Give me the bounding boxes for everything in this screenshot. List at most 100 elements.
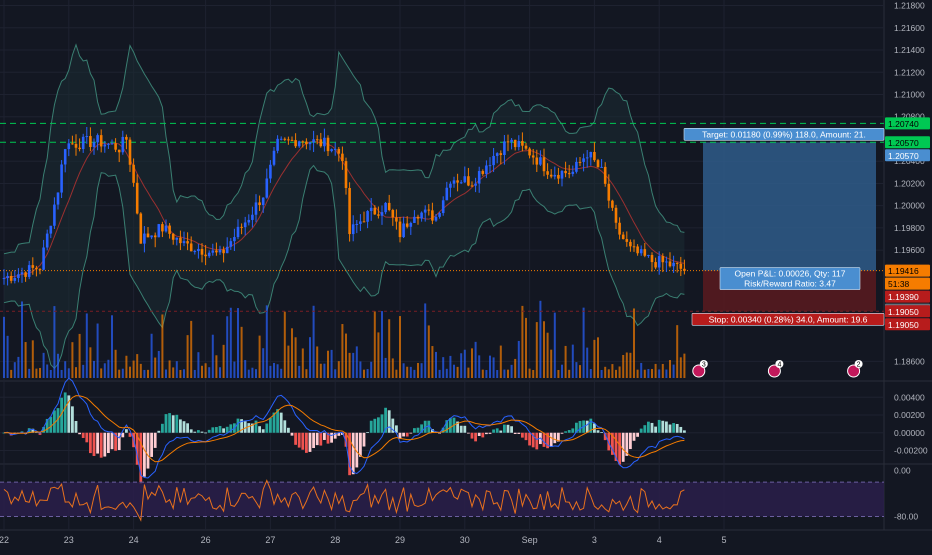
volume-bar <box>622 354 625 378</box>
candle-body <box>380 212 384 216</box>
candle-body <box>63 149 67 165</box>
candle-body <box>553 174 557 177</box>
macd-hist-bar <box>229 424 233 433</box>
candle-body <box>517 141 521 148</box>
candle-body <box>333 148 337 150</box>
macd-hist-bar <box>125 429 128 433</box>
macd-hist-bar <box>441 427 445 433</box>
volume-bar <box>352 352 355 378</box>
macd-hist-bar <box>49 416 53 433</box>
volume-bar <box>154 357 157 378</box>
volume-bar <box>215 355 218 378</box>
stop-price-tag-text: 1.19390 <box>888 292 919 302</box>
macd-hist-bar <box>114 432 117 451</box>
volume-bar <box>604 366 607 378</box>
volume-bar <box>535 322 538 378</box>
volume-bar <box>316 346 319 378</box>
event-count-badge <box>699 360 708 368</box>
lower-price-tag-2-text: 1.19050 <box>888 320 919 330</box>
volume-bar <box>388 319 391 378</box>
candle-body <box>513 139 517 148</box>
volume-bar <box>579 365 581 378</box>
volume-bar <box>507 369 509 378</box>
macd-hist-bar <box>225 426 229 433</box>
volume-bar <box>640 362 643 378</box>
bar-countdown-tag: 51:38 <box>885 277 930 290</box>
stop-price-tag-bg <box>885 290 930 303</box>
candle-body <box>27 265 31 277</box>
macd-hist-bar <box>103 432 107 457</box>
macd-hist-bar <box>575 422 578 433</box>
volume-bar <box>647 369 650 378</box>
candle-body <box>355 223 359 225</box>
bollinger-lower <box>3 164 685 370</box>
candle-body <box>438 213 441 217</box>
macd-hist-bar <box>164 414 168 433</box>
candle-body <box>283 138 287 140</box>
macd-hist-bar <box>557 432 560 442</box>
volume-bar <box>143 369 146 378</box>
candle-body <box>535 157 539 165</box>
candle-body <box>528 148 531 156</box>
macd-hist-bar <box>366 432 369 433</box>
candle-body <box>387 202 391 210</box>
volume-bar <box>244 360 247 378</box>
volume-bar <box>399 316 401 378</box>
candle-body <box>369 207 373 212</box>
candle-body <box>452 180 456 184</box>
macd-hist-bar <box>593 423 596 433</box>
volume-bar <box>334 369 337 378</box>
macd-hist-bar <box>355 432 359 468</box>
volume-bar <box>183 369 185 378</box>
volume-bar <box>233 361 236 378</box>
x-tick-label: 27 <box>265 535 275 545</box>
macd-hist-bar <box>258 426 261 433</box>
candle-body <box>81 136 85 150</box>
volume-bar <box>118 369 121 378</box>
volume-bar <box>589 369 592 378</box>
volume-bar <box>625 352 628 378</box>
y-tick-label: 1.20800 <box>894 112 925 122</box>
candle-body <box>409 222 413 227</box>
candle-body <box>603 166 607 184</box>
macd-hist-bar <box>485 432 488 435</box>
candle-body <box>326 137 330 152</box>
macd-hist-bar <box>679 426 683 433</box>
macd-hist-bar <box>596 430 600 433</box>
volume-bar <box>111 315 113 378</box>
candle-body <box>53 204 56 226</box>
macd-hist-bar <box>297 432 301 448</box>
macd-hist-bar <box>420 424 423 433</box>
candle-body <box>618 222 621 235</box>
macd-hist-bar <box>607 432 611 451</box>
volume-bar <box>417 362 419 378</box>
macd-hist-bar <box>553 432 557 444</box>
candle-body <box>467 176 470 186</box>
candle-body <box>650 255 654 263</box>
volume-bar <box>420 363 423 378</box>
volume-bar <box>255 369 257 378</box>
candle-body <box>38 269 42 271</box>
volume-bar <box>258 335 261 378</box>
volume-bar <box>402 363 405 378</box>
macd-hist-bar <box>351 432 355 475</box>
volume-bar <box>568 369 571 378</box>
event-marker-icon <box>847 364 861 378</box>
candle-body <box>665 261 668 263</box>
volume-bar <box>85 313 88 378</box>
candle-body <box>13 278 17 281</box>
candle-body <box>114 143 117 150</box>
volume-bar <box>64 361 67 378</box>
candle-body <box>654 262 657 268</box>
volume-bar <box>683 353 686 378</box>
volume-bar <box>633 308 635 378</box>
macd-line <box>3 377 685 479</box>
volume-bar <box>39 367 41 378</box>
candle-body <box>236 226 240 238</box>
candle-body <box>135 182 139 214</box>
volume-bar <box>532 369 535 378</box>
x-tick-label: 22 <box>0 535 9 545</box>
candle-body <box>24 272 27 277</box>
